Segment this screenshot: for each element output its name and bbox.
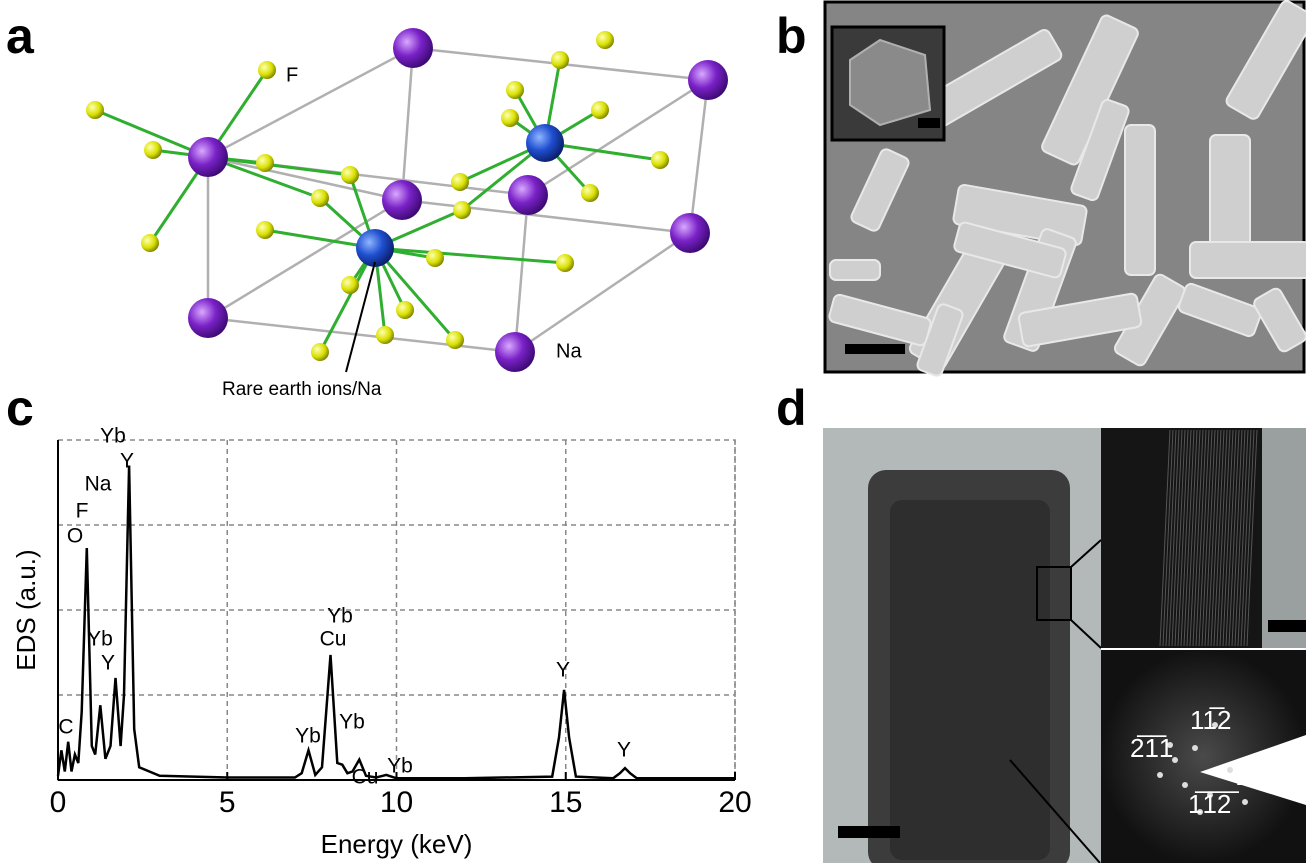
f-ion (256, 154, 274, 172)
x-tick-label: 15 (549, 786, 582, 819)
x-tick-label: 10 (380, 786, 413, 819)
x-tick-label: 5 (219, 786, 236, 819)
crystal-structure: F Na Rare earth ions/Na (86, 28, 728, 400)
f-ion (551, 51, 569, 69)
f-ion (556, 254, 574, 272)
peak-label: Yb (100, 425, 126, 448)
scale-bar (918, 118, 940, 128)
x-axis-label: Energy (keV) (321, 829, 473, 859)
f-ion (341, 166, 359, 184)
f-ion (453, 201, 471, 219)
nanorod (1190, 242, 1306, 278)
panel-letter: a (6, 8, 35, 64)
figure: a b c d F Na Rare earth ions/Na 0 5 10 15 20 En… (0, 0, 1306, 863)
f-ion (256, 221, 274, 239)
rare-earth-ion (526, 124, 564, 162)
peak-label: Y (556, 659, 570, 682)
scale-bar (1268, 620, 1306, 632)
diffraction-spot (1182, 782, 1188, 788)
peak-label: Yb (87, 628, 113, 651)
f-ion (86, 101, 104, 119)
label: F (286, 64, 298, 86)
page: a b c d F Na Rare earth ions/Na 0 5 10 15 20 En… (0, 0, 1306, 863)
bond (375, 248, 565, 263)
diffraction-spot (1157, 772, 1163, 778)
peak-label: Yb (327, 605, 353, 628)
f-ion (396, 301, 414, 319)
f-ion (446, 331, 464, 349)
y-axis-label: EDS (a.u.) (11, 549, 41, 670)
scale-bar (845, 344, 905, 354)
na-ion (495, 332, 535, 372)
cell-edge (515, 195, 528, 352)
scale-bar (838, 826, 900, 838)
x-tick-label: 0 (50, 786, 67, 819)
peak-label: Y (101, 652, 115, 675)
f-ion (311, 189, 329, 207)
peak-label: Y (617, 739, 631, 762)
peak-label: F (76, 500, 89, 523)
cell-edge (515, 233, 690, 352)
peak-label: Cu (320, 628, 347, 651)
f-ion (581, 184, 599, 202)
peak-label: Cu (352, 766, 379, 789)
sem-image (825, 0, 1306, 377)
f-ion (426, 249, 444, 267)
nanorod-core (890, 500, 1050, 860)
rare-earth-ion (356, 229, 394, 267)
panel-letter: c (6, 380, 34, 436)
nanorod (830, 260, 880, 280)
f-ion (451, 173, 469, 191)
peak-label: O (67, 525, 83, 548)
label: Rare earth ions/Na (222, 379, 382, 400)
x-tick-label: 20 (718, 786, 751, 819)
diffraction-spot (1227, 767, 1233, 773)
cell-edge (208, 48, 413, 157)
f-ion (501, 109, 519, 127)
peak-label: Yb (387, 755, 413, 778)
na-ion (188, 298, 228, 338)
f-ion (341, 276, 359, 294)
na-ion (508, 175, 548, 215)
f-ion (591, 101, 609, 119)
panel-letter: d (776, 380, 807, 436)
f-ion (506, 81, 524, 99)
panel-letter: b (776, 8, 807, 64)
na-ion (188, 137, 228, 177)
f-ion (651, 151, 669, 169)
inset-rod (850, 40, 930, 125)
f-ion (596, 31, 614, 49)
peak-label: Y (120, 450, 134, 473)
cell-edge (208, 318, 515, 352)
na-ion (393, 28, 433, 68)
f-ion (141, 234, 159, 252)
miller-index: 2̅1̅1 (1130, 733, 1173, 763)
na-ion (670, 213, 710, 253)
f-ion (311, 343, 329, 361)
miller-index: 11̅2 (1190, 705, 1231, 735)
f-ion (258, 61, 276, 79)
label: Na (556, 340, 582, 362)
na-ion (382, 180, 422, 220)
diffraction-spot (1242, 799, 1248, 805)
peak-label: Yb (295, 725, 321, 748)
cell-edge (690, 80, 708, 233)
cell-edge (402, 48, 413, 200)
f-ion (144, 141, 162, 159)
hrtem-edge (1262, 428, 1306, 648)
nanorod (1125, 125, 1155, 275)
na-ion (688, 60, 728, 100)
peak-label: Na (85, 473, 112, 496)
diffraction-spot (1192, 745, 1198, 751)
peak-label: Yb (339, 711, 365, 734)
f-ion (376, 326, 394, 344)
peak-label: C (58, 716, 73, 739)
